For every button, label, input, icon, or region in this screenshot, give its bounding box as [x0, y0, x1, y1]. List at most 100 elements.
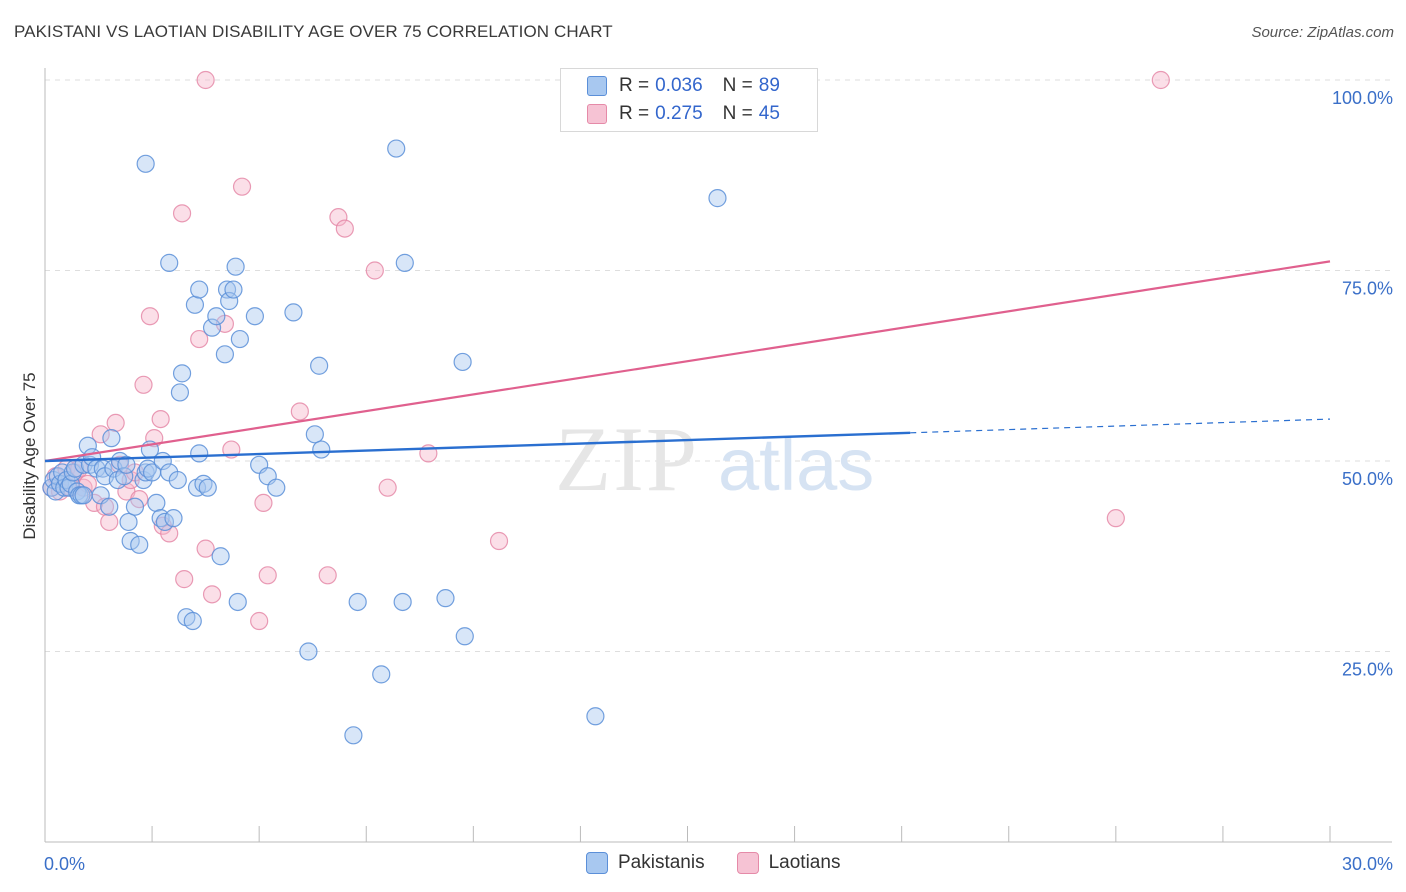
pakistani-point	[395, 253, 414, 272]
laotian-point	[196, 539, 215, 558]
laotian-point	[489, 531, 509, 551]
blue-swatch	[586, 852, 608, 874]
pakistani-point	[155, 512, 175, 532]
watermark-zip: ZIP	[555, 408, 699, 510]
pink-swatch	[587, 104, 607, 124]
pakistani-point	[202, 318, 222, 337]
y-tick-labels: 25.0% 50.0% 75.0% 100.0%	[1332, 88, 1393, 680]
pakistani-point	[230, 329, 249, 349]
y-axis-label: Disability Age Over 75	[20, 372, 39, 539]
pakistani-point	[115, 467, 134, 486]
laotian-point	[290, 402, 309, 421]
pakistanis-trend-line	[44, 431, 911, 463]
laotian-point	[175, 570, 194, 589]
pakistani-point	[267, 478, 286, 497]
correlation-legend: R = 0.036 N = 89 R = 0.275 N = 45	[560, 68, 818, 132]
legend-row-laotians: R = 0.275 N = 45	[587, 101, 780, 127]
pakistani-point	[348, 592, 367, 612]
legend-label: Laotians	[768, 852, 841, 873]
pakistani-point	[102, 429, 121, 448]
laotian-point	[196, 70, 215, 90]
pakistani-point	[119, 512, 138, 532]
legend-item-pakistanis[interactable]: Pakistanis	[586, 852, 705, 874]
pakistani-point	[436, 589, 455, 608]
pakistani-point	[299, 642, 318, 661]
pakistani-point	[586, 707, 605, 726]
laotian-point	[329, 208, 348, 227]
pakistani-point	[305, 425, 324, 444]
pakistanis-points	[42, 139, 727, 745]
pakistani-point	[168, 470, 187, 490]
laotian-point	[1151, 70, 1170, 90]
laotian-point	[106, 413, 125, 432]
y-tick-label: 50.0%	[1342, 469, 1393, 489]
pakistani-point	[387, 139, 406, 158]
legend-label: Pakistanis	[618, 852, 705, 873]
laotian-point	[378, 478, 397, 497]
pakistani-point	[226, 257, 245, 276]
pakistani-point	[453, 352, 472, 372]
laotians-trend-line	[44, 260, 1331, 463]
pakistani-point	[228, 592, 247, 612]
y-tick-label: 75.0%	[1342, 279, 1393, 299]
laotian-point	[151, 409, 170, 429]
laotian-point	[232, 177, 252, 196]
pakistani-point	[147, 493, 166, 513]
laotian-point	[190, 329, 209, 349]
pakistani-point	[121, 531, 140, 551]
laotian-point	[365, 261, 384, 280]
gridlines	[45, 79, 1392, 652]
pakistani-point	[117, 455, 136, 474]
pakistani-point	[215, 345, 234, 364]
r-label: R =	[619, 103, 650, 124]
y-tick-label: 100.0%	[1332, 88, 1393, 108]
laotian-point	[172, 204, 192, 223]
pakistani-point	[708, 189, 727, 208]
pakistani-point	[245, 307, 264, 326]
x-tick-label-min: 0.0%	[44, 854, 85, 874]
x-tick-label-max: 30.0%	[1342, 854, 1393, 874]
pakistani-point	[211, 547, 230, 566]
laotian-point	[254, 493, 273, 513]
pakistani-point	[217, 280, 237, 299]
pakistani-point	[183, 611, 202, 631]
laotians-points	[42, 70, 1170, 631]
y-tick-label: 25.0%	[1342, 660, 1393, 680]
pakistani-point	[172, 364, 192, 383]
axes	[44, 68, 1392, 843]
r-value: 0.036	[655, 75, 703, 96]
pakistani-point	[160, 253, 179, 272]
laotian-point	[1106, 509, 1125, 528]
pakistani-point	[74, 486, 93, 505]
pakistanis-trend-extension	[910, 418, 1331, 434]
blue-swatch	[587, 76, 607, 96]
series-legend: Pakistanis Laotians	[586, 852, 872, 874]
laotian-point	[134, 375, 153, 394]
r-label: R =	[619, 75, 650, 96]
pakistani-point	[312, 440, 331, 459]
pakistani-point	[372, 665, 391, 684]
pakistani-point	[284, 303, 303, 322]
r-value: 0.275	[655, 103, 703, 124]
pakistani-point	[125, 497, 145, 516]
laotian-point	[100, 512, 119, 532]
chart-title: PAKISTANI VS LAOTIAN DISABILITY AGE OVER…	[14, 22, 613, 41]
pakistani-point	[170, 383, 190, 402]
pakistani-point	[224, 280, 243, 299]
pakistani-point	[190, 444, 209, 463]
n-label: N =	[722, 75, 753, 96]
pakistani-point	[100, 497, 119, 516]
pakistani-point	[207, 307, 226, 326]
laotian-point	[202, 585, 222, 604]
pakistani-point	[344, 726, 363, 745]
pakistani-point	[220, 291, 239, 311]
pakistani-point	[185, 295, 205, 314]
pakistani-point	[455, 627, 474, 646]
pakistani-point	[164, 509, 183, 528]
laotian-point	[318, 566, 337, 585]
laotian-point	[140, 307, 160, 326]
pakistani-point	[130, 535, 149, 554]
pakistani-point	[190, 280, 209, 299]
legend-item-laotians[interactable]: Laotians	[736, 852, 841, 874]
